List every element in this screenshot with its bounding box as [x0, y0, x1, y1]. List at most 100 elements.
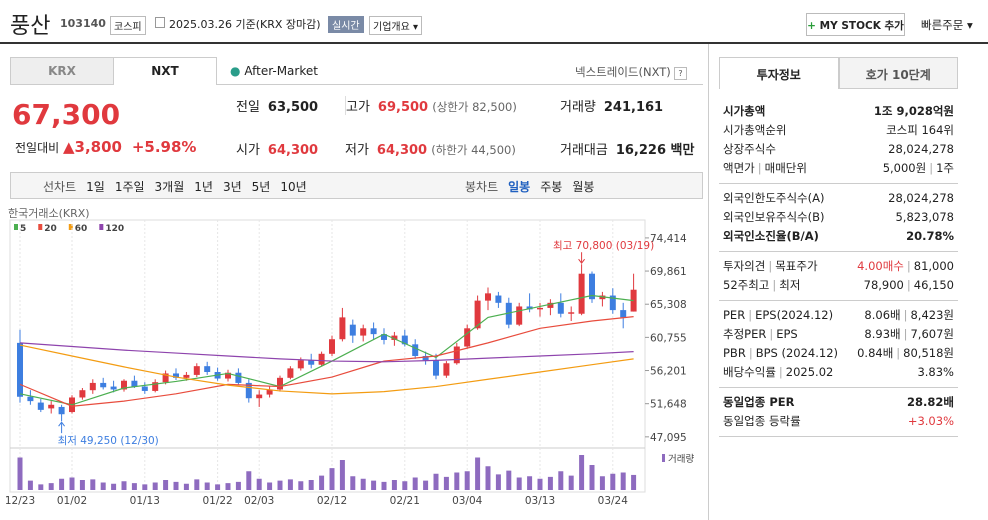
volume-bar — [495, 474, 501, 490]
value-part: 3.83% — [917, 364, 954, 379]
invest-value: 8.93배 | 7,607원 — [864, 326, 954, 342]
candle-body — [110, 386, 117, 390]
volume-bar — [423, 480, 429, 490]
x-tick-label: 03/24 — [598, 495, 629, 507]
x-tick-label: 02/21 — [390, 495, 420, 507]
quote-label: 고가 — [346, 100, 370, 115]
invest-label: 시가총액 — [723, 103, 765, 119]
value-part: 28,024,278 — [888, 190, 954, 205]
period-tab[interactable]: 3개월 — [154, 180, 185, 194]
candle-body — [162, 373, 169, 383]
x-tick-label: 12/23 — [5, 495, 35, 507]
invest-value: 28.82배 — [907, 394, 954, 410]
candle-body — [547, 302, 554, 308]
invest-value: 20.78% — [906, 229, 954, 243]
y-tick-label: 51,648 — [650, 399, 687, 411]
quote-label: 거래대금 — [560, 143, 608, 158]
nxt-tab[interactable]: NXT — [113, 57, 217, 85]
volume-bar — [142, 484, 148, 490]
invest-value: 4.00매수 | 81,000 — [857, 258, 954, 274]
period-tab[interactable]: 5년 — [251, 180, 271, 194]
volume-bar — [475, 457, 481, 490]
volume-bar — [194, 479, 200, 490]
invest-tab[interactable]: 호가 10단계 — [838, 57, 958, 89]
invest-value: 78,900 | 46,150 — [864, 278, 954, 292]
label-part: 52주최고 — [723, 277, 770, 292]
period-tab[interactable]: 주봉 — [540, 180, 563, 194]
period-tab[interactable]: 일봉 — [508, 180, 531, 194]
candle-body — [277, 377, 283, 390]
value-part: 5,823,078 — [895, 209, 954, 224]
tab-rule — [217, 84, 703, 85]
period-tab[interactable]: 1년 — [194, 180, 213, 194]
invest-value: +3.03% — [908, 414, 954, 428]
realtime-badge[interactable]: 실시간 — [328, 16, 364, 33]
period-tab[interactable]: 3년 — [222, 180, 242, 194]
volume-bar — [599, 476, 605, 490]
candle-body — [37, 402, 44, 410]
invest-tab[interactable]: 투자정보 — [719, 57, 839, 89]
line-tabs: 선차트 1일 1주일 3개월 1년 3년 5년 10년 — [43, 178, 317, 195]
change-row: 전일대비 ▲3,800 +5.98% — [15, 138, 197, 156]
label-part: BPS (2024.12) — [755, 345, 839, 360]
value-part: 46,150 — [913, 277, 954, 292]
candle-body — [339, 317, 346, 340]
value-part: 81,000 — [913, 258, 954, 273]
quick-order[interactable]: 빠른주문 ▾ — [921, 18, 973, 32]
volume-bar — [111, 483, 117, 490]
volume-bar — [256, 478, 262, 490]
overview-button[interactable]: 기업개요 ▾ — [369, 16, 423, 35]
candle-body — [485, 293, 491, 301]
x-tick-label: 01/02 — [57, 495, 87, 507]
invest-label: 외국인한도주식수(A) — [723, 190, 824, 206]
change-value: 3,800 — [74, 138, 122, 156]
y-tick-label: 56,201 — [650, 366, 687, 378]
mystock-text: MY STOCK 추가 — [819, 20, 904, 32]
nxt-link[interactable]: 넥스트레이드(NXT) ? — [575, 64, 687, 80]
invest-label: PBR | BPS (2024.12) — [723, 346, 838, 360]
candle-body — [464, 328, 471, 347]
volume-bar — [131, 483, 137, 490]
x-tick-label: 03/13 — [525, 495, 555, 507]
candle-body — [422, 355, 429, 361]
krx-tab[interactable]: KRX — [10, 57, 114, 85]
ma-line — [19, 342, 634, 363]
mystock-button[interactable]: + MY STOCK 추가 — [806, 13, 905, 36]
volume-bar — [527, 476, 533, 490]
period-tab[interactable]: 1일 — [86, 180, 105, 194]
x-tick-label: 02/03 — [244, 495, 274, 507]
period-tab[interactable]: 월봉 — [572, 180, 595, 194]
invest-row: 동일업종 PER 28.82배 — [723, 392, 954, 411]
volume-bar — [246, 471, 252, 490]
candle-body — [141, 386, 148, 391]
period-tab[interactable]: 1주일 — [114, 180, 145, 194]
volume-bar — [443, 476, 449, 490]
candle-body — [27, 396, 34, 402]
invest-value: 5,823,078 — [895, 210, 954, 224]
invest-panel: 투자정보 호가 10단계 시가총액 1조 9,028억원 시가총액순위 코스피 164위 상… — [719, 57, 958, 437]
candle-body — [287, 368, 294, 378]
quote-value: 241,161 — [603, 100, 664, 115]
candle-body — [526, 306, 533, 310]
quote-note: (상한가 82,500) — [432, 100, 517, 114]
invest-section: 외국인한도주식수(A) 28,024,278 외국인보유주식수(B) 5,823,07… — [719, 184, 958, 252]
invest-label: 액면가 | 매매단위 — [723, 160, 807, 176]
candle-body — [308, 360, 315, 365]
candle-body — [495, 295, 502, 303]
invest-tabs: 투자정보 호가 10단계 — [719, 57, 958, 89]
ma-line — [19, 316, 634, 407]
change-label: 전일대비 — [15, 141, 60, 155]
candle-body — [370, 328, 377, 335]
source-label: 한국거래소(KRX) — [8, 207, 90, 220]
invest-value: 코스피 164위 — [886, 122, 954, 138]
quote-label: 저가 — [345, 143, 369, 158]
after-market: ● After-Market — [230, 64, 318, 78]
volume-bar — [100, 482, 106, 490]
period-tab[interactable]: 10년 — [280, 180, 307, 194]
volume-bar — [485, 466, 491, 490]
separator: | — [903, 326, 908, 341]
candle-body — [568, 312, 575, 314]
quote-value: 63,500 — [267, 100, 319, 115]
candle-body — [433, 360, 439, 376]
invest-row: PBR | BPS (2024.12) 0.84배 | 80,518원 — [723, 343, 954, 362]
